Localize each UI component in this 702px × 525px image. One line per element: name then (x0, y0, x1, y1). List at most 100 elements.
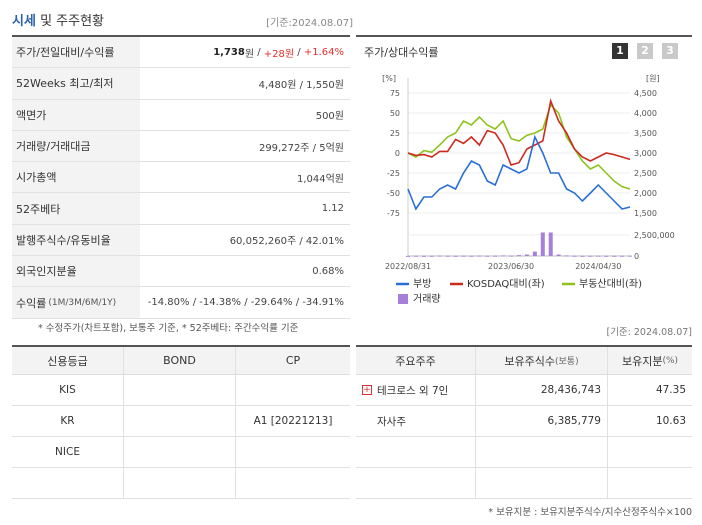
holder-shares: 28,436,743 (476, 375, 608, 405)
summary-note: * 수정주가(차트포함), 보통주 기준, * 52주베타: 주간수익률 기준 (38, 323, 299, 334)
volume-bar (485, 255, 490, 257)
right-tick-label: 2,000 (634, 189, 657, 198)
table-row: + 테크로스 외 7인 28,436,743 47.35 (356, 375, 692, 406)
summary-label: 수익률 (1M/3M/6M/1Y) (12, 287, 140, 318)
volume-bar (556, 254, 561, 256)
summary-row-returns: 수익률 (1M/3M/6M/1Y) -14.80% / -14.38% / -2… (12, 287, 350, 319)
volume-bar (469, 255, 474, 257)
right-tick-label: 4,500 (634, 89, 657, 98)
summary-row-price: 주가/전일대비/수익률 1,738 원 / +28원 / +1.64% (12, 37, 350, 69)
right-tick-label: 3,500 (634, 129, 657, 138)
summary-label: 거래량/거래대금 (12, 130, 140, 162)
section-title: 시세 및 주주현황 (12, 10, 104, 29)
holder-pct (608, 468, 692, 498)
credit-table: 신용등급 BOND CP KIS KR A1 [20221213] NICE (12, 345, 350, 499)
credit-cp: A1 [20221213] (253, 415, 333, 427)
volume-bar (421, 255, 426, 257)
legend-label: 부동산대비(좌) (579, 278, 642, 290)
credit-agency: NICE (12, 437, 124, 467)
credit-agency: KR (12, 406, 124, 436)
volume-bar (509, 255, 514, 257)
summary-label: 발행주식수/유동비율 (12, 224, 140, 256)
summary-label: 주가/전일대비/수익률 (12, 37, 140, 68)
summary-value: 1,044억원 (296, 173, 344, 185)
credit-agency: KIS (12, 375, 124, 405)
credit-bond (124, 375, 236, 405)
volume-bar (532, 251, 537, 256)
section-title-main: 시세 (12, 14, 36, 29)
volume-bar (564, 255, 569, 257)
volume-bar (548, 232, 553, 256)
legend-label: 부방 (413, 278, 431, 290)
summary-table: 주가/전일대비/수익률 1,738 원 / +28원 / +1.64% 52Wee… (12, 35, 350, 319)
x-tick-label: 2024/04/30 (575, 262, 621, 271)
right-tick-label: 2,500 (634, 169, 657, 178)
credit-bond (124, 406, 236, 436)
column-header: 주요주주 (356, 347, 476, 374)
summary-value: 1.12 (321, 203, 344, 215)
holder-name (356, 437, 476, 467)
summary-row: 52Weeks 최고/최저 4,480원 / 1,550원 (12, 68, 350, 100)
table-row (356, 437, 692, 468)
holder-name (356, 468, 476, 498)
stock-price-line (407, 134, 631, 211)
table-row: KR A1 [20221213] (12, 406, 350, 437)
right-tick-label: 3,000 (634, 149, 657, 158)
holders-note: * 보유지분 : 보유지분주식수/지수산정주식수×100 (488, 507, 692, 518)
holders-table-header: 주요주주 보유주식수 (보통) 보유지분 (%) (356, 347, 692, 375)
summary-row: 외국인지분율 0.68% (12, 256, 350, 288)
left-tick-label: 0 (395, 149, 400, 158)
volume-bar (406, 255, 410, 257)
credit-cp (236, 375, 350, 405)
legend-label: 거래량 (413, 293, 441, 305)
volume-bar (413, 255, 418, 257)
summary-row: 발행주식수/유동비율 60,052,260주 / 42.01% (12, 224, 350, 257)
volume-bar (517, 255, 521, 257)
volume-bar (628, 255, 632, 257)
credit-cp (236, 468, 350, 498)
right-tick-label: 1,500 (634, 209, 657, 218)
chart-period-button-3[interactable]: 3 (662, 43, 678, 59)
volume-bar (580, 255, 585, 257)
summary-value: 0.68% (312, 265, 344, 277)
summary-label: 액면가 (12, 99, 140, 130)
chart-period-button-1[interactable]: 1 (612, 43, 628, 59)
price-change: +28원 (263, 48, 295, 60)
holder-name: 자사주 (356, 406, 476, 436)
expand-icon[interactable]: + (362, 385, 372, 395)
summary-value-returns: -14.80% / -14.38% / -29.64% / -34.91% (147, 297, 344, 309)
summary-label: 52주베타 (12, 193, 140, 224)
holder-name[interactable]: + 테크로스 외 7인 (356, 375, 476, 405)
column-header: CP (285, 354, 301, 367)
left-tick-label: 75 (390, 89, 400, 98)
right-tick-label: 4,000 (634, 109, 657, 118)
left-tick-label: -50 (387, 189, 400, 198)
chart-panel (356, 35, 692, 313)
summary-label: 외국인지분율 (12, 256, 140, 287)
section-title-rest: 및 주주현황 (40, 14, 104, 29)
summary-row: 52주베타 1.12 (12, 193, 350, 225)
holder-pct: 10.63 (655, 415, 686, 427)
right-unit-label: [원] (646, 74, 660, 83)
volume-bar (493, 255, 498, 257)
volume-bar (501, 255, 506, 257)
column-header: 보유주식수 (보통) (476, 347, 608, 374)
credit-bond (124, 468, 236, 498)
volume-bar (524, 254, 529, 256)
column-header: 보유지분 (%) (621, 354, 679, 368)
left-tick-label: 50 (390, 109, 400, 118)
column-header: BOND (124, 347, 236, 374)
volume-bar (437, 255, 442, 257)
realestate-relative-line (407, 103, 631, 190)
column-header: 신용등급 (12, 347, 124, 374)
holders-table: 주요주주 보유주식수 (보통) 보유지분 (%) + 테크로스 외 7인 28,436… (356, 345, 692, 499)
table-row: NICE (12, 437, 350, 468)
credit-table-header: 신용등급 BOND CP (12, 347, 350, 375)
kosdaq-relative-line (407, 98, 631, 166)
volume-bar (453, 255, 458, 257)
summary-row: 액면가 500원 (12, 99, 350, 131)
summary-label: 시가총액 (12, 162, 140, 193)
chart-period-button-2[interactable]: 2 (637, 43, 653, 59)
volume-bar (429, 255, 434, 257)
summary-label: 52Weeks 최고/최저 (12, 68, 140, 99)
